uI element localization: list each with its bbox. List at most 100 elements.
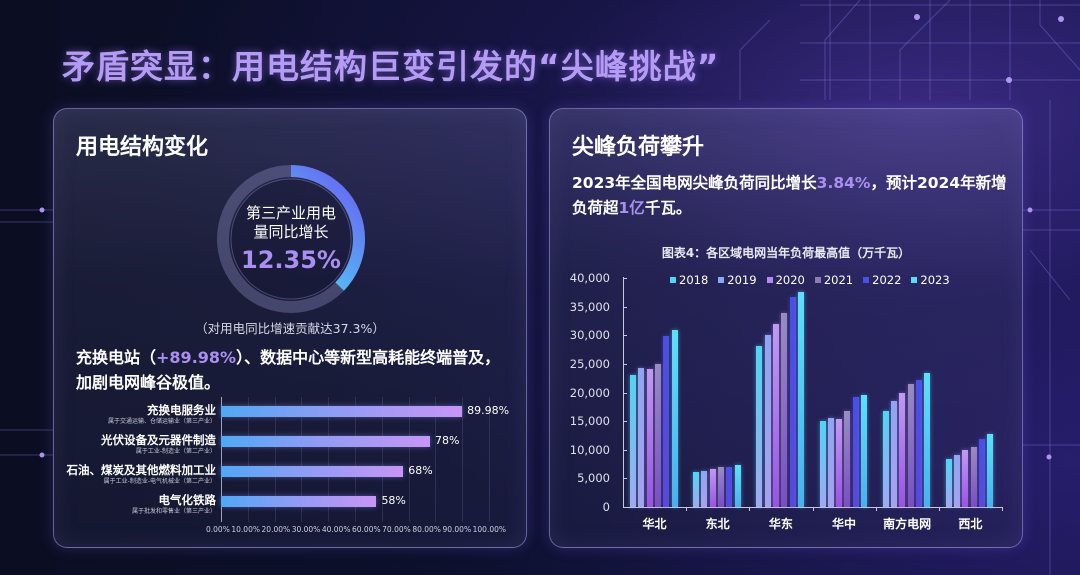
x-tick-label: 80.00% bbox=[412, 525, 441, 534]
legend-swatch-icon bbox=[911, 277, 918, 283]
bar-2021 bbox=[907, 383, 914, 507]
x-tick-mark bbox=[749, 507, 751, 511]
legend-label: 2018 bbox=[679, 273, 709, 287]
bar-2019 bbox=[701, 470, 708, 507]
x-tick-label: 20.00% bbox=[261, 525, 291, 534]
x-tick-mark bbox=[938, 507, 940, 511]
legend-item: 2019 bbox=[718, 273, 757, 287]
desc-text: ，预计2024年新增负荷超 bbox=[572, 174, 1007, 217]
bar-2019 bbox=[638, 367, 645, 507]
bar-2021 bbox=[844, 410, 851, 507]
bar-2022 bbox=[915, 380, 922, 507]
grid-line bbox=[328, 397, 330, 522]
legend-label: 2021 bbox=[823, 273, 854, 287]
bar-category-label: 电气化铁路 属于批发和零售业（第三产业） bbox=[132, 493, 216, 516]
legend-swatch-icon bbox=[863, 277, 870, 283]
bar-2021 bbox=[781, 312, 788, 507]
y-tick-label: 5,000 bbox=[577, 471, 610, 486]
bar-category-label: 光伏设备及元器件制造 属于工业-制造业（第二产业） bbox=[101, 433, 216, 456]
y-tick-mark bbox=[623, 306, 627, 308]
category-subtitle: 属于工业-制造业-电气机械业（第二产业） bbox=[103, 478, 216, 485]
x-category-label: 华中 bbox=[831, 517, 856, 531]
bar-2023 bbox=[734, 464, 741, 507]
x-axis-ticks: 0.00% 10.00% 20.00% 30.00% 40.00% 60.00% 70.00… bbox=[206, 525, 506, 534]
grid-line bbox=[301, 397, 303, 522]
left-description: 充换电站（+89.98%）、数据中心等新型高耗能终端普及，加剧电网峰谷极值。 bbox=[76, 345, 516, 395]
bar-2020 bbox=[962, 450, 969, 507]
legend-label: 2023 bbox=[920, 273, 950, 287]
chart-title: 图表4：各区域电网当年负荷最高值（万千瓦） bbox=[661, 246, 911, 260]
legend-item: 2018 bbox=[670, 273, 708, 287]
x-tick-label: 0.00% bbox=[206, 525, 230, 534]
legend-item: 2020 bbox=[766, 273, 805, 287]
bar-2021 bbox=[718, 467, 725, 507]
y-tick-label: 20,000 bbox=[569, 385, 610, 400]
x-tick-mark bbox=[1002, 507, 1003, 511]
grid-line bbox=[274, 397, 276, 522]
panel-title: 用电结构变化 bbox=[76, 135, 209, 160]
bar bbox=[221, 406, 463, 417]
bar-2019 bbox=[890, 401, 897, 507]
bar-2023 bbox=[797, 291, 804, 507]
grid-line bbox=[355, 397, 356, 522]
legend-item: 2021 bbox=[814, 273, 854, 287]
bar-2022 bbox=[663, 336, 670, 507]
bar-value-label: 58% bbox=[381, 494, 406, 507]
regional-peak-load-chart: 0 5,000 10,000 15,000 20,000 25,000 30,000 35,0… bbox=[550, 109, 1024, 549]
x-tick-label: 90.00% bbox=[442, 525, 472, 534]
y-tick-label: 35,000 bbox=[569, 299, 610, 314]
y-tick-label: 15,000 bbox=[569, 414, 610, 429]
bar-2023 bbox=[671, 330, 678, 507]
y-tick-mark bbox=[623, 278, 627, 279]
y-tick-mark bbox=[623, 335, 627, 337]
grid-line bbox=[247, 397, 249, 522]
x-tick-label: 40.00% bbox=[321, 525, 351, 534]
grid-line bbox=[489, 397, 490, 522]
donut-label-line2: 量同比增长 bbox=[253, 223, 329, 241]
category-name: 石油、煤炭及其他燃料加工业 bbox=[66, 463, 217, 477]
y-tick-label: 30,000 bbox=[569, 328, 610, 343]
chart-legend: 2018 2019 2020 2021 2022 2023 bbox=[670, 273, 950, 287]
bar-2019 bbox=[764, 335, 771, 507]
bar bbox=[221, 496, 377, 507]
bar-2023 bbox=[861, 395, 867, 507]
grid-line bbox=[462, 397, 464, 522]
donut-chart bbox=[217, 165, 365, 313]
bar-2018 bbox=[882, 411, 889, 507]
legend-swatch-icon bbox=[670, 277, 676, 283]
legend-swatch-icon bbox=[718, 277, 725, 283]
y-tick-label: 10,000 bbox=[569, 442, 610, 457]
x-tick-label: 30.00% bbox=[291, 525, 321, 534]
category-name: 电气化铁路 bbox=[158, 493, 217, 507]
x-tick-mark bbox=[875, 507, 877, 511]
category-subtitle: 属于交通运输、仓储运输业（第三产业） bbox=[107, 418, 216, 425]
bar-2023 bbox=[987, 433, 994, 507]
contribution-note: （对用电同比增速贡献达37.3%） bbox=[195, 321, 385, 336]
y-tick-mark bbox=[623, 363, 627, 365]
x-tick-mark bbox=[686, 507, 688, 511]
legend-item: 2022 bbox=[863, 273, 901, 287]
grid-line bbox=[381, 397, 383, 522]
x-category-label: 华东 bbox=[768, 517, 793, 531]
y-tick-label: 25,000 bbox=[569, 356, 610, 371]
desc-highlight: 1亿 bbox=[618, 199, 645, 217]
y-axis-line bbox=[221, 397, 222, 522]
bar-2020 bbox=[836, 418, 843, 507]
y-tick-label: 0 bbox=[602, 500, 610, 514]
bar bbox=[221, 466, 404, 477]
bar-2022 bbox=[979, 438, 986, 507]
x-category-label: 西北 bbox=[958, 517, 983, 531]
industry-growth-bar-chart: 充换电服务业 属于交通运输、仓储运输业（第三产业） 89.98% 光伏设备及元器件制造… bbox=[54, 397, 528, 537]
bar-2022 bbox=[726, 467, 733, 507]
peak-load-panel: 尖峰负荷攀升 2023年全国电网尖峰负荷同比增长3.84%，预计2024年新增负… bbox=[549, 108, 1023, 548]
legend-item: 2023 bbox=[911, 273, 950, 287]
page-title: 矛盾突显：用电结构巨变引发的“尖峰挑战” bbox=[62, 47, 720, 86]
bar-2020 bbox=[709, 469, 716, 507]
bar-2023 bbox=[924, 373, 931, 507]
grid-line bbox=[408, 397, 410, 522]
bar-2022 bbox=[789, 297, 796, 507]
x-tick-label: 60.00% bbox=[352, 525, 381, 534]
bar-2018 bbox=[630, 375, 636, 507]
bar-value-label: 89.98% bbox=[467, 404, 510, 417]
donut-label-line1: 第三产业用电 bbox=[245, 204, 336, 222]
